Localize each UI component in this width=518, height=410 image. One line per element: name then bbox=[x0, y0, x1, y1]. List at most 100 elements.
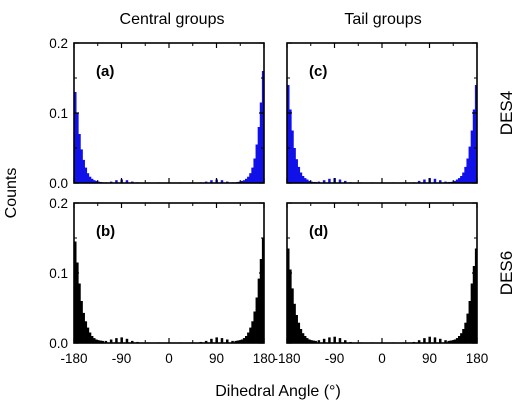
histogram-bar bbox=[462, 329, 465, 343]
histogram-bar bbox=[82, 312, 85, 343]
histogram-bar bbox=[245, 178, 248, 183]
y-tick-label: 0.2 bbox=[49, 196, 68, 211]
histogram-bar bbox=[104, 340, 108, 343]
histogram-bar bbox=[455, 338, 459, 343]
histogram-bar bbox=[226, 339, 229, 343]
histogram-bar bbox=[125, 180, 129, 183]
histogram-bar bbox=[439, 338, 442, 343]
histogram-bar bbox=[423, 338, 426, 343]
histogram-bar bbox=[338, 179, 342, 183]
histogram-bar bbox=[458, 178, 461, 183]
histogram-bar bbox=[466, 313, 469, 343]
histogram-bar bbox=[125, 338, 129, 343]
column-title-central: Central groups bbox=[120, 11, 225, 28]
histogram-bar bbox=[88, 176, 92, 183]
histogram-bar bbox=[261, 238, 265, 343]
histogram-bar bbox=[453, 180, 457, 183]
histogram-bar bbox=[255, 297, 259, 343]
histogram-bar bbox=[88, 332, 92, 343]
panel-d: -180 -90 0 90 180 (d) bbox=[273, 202, 488, 366]
histogram-bar bbox=[210, 338, 213, 343]
histogram-bar bbox=[297, 166, 301, 183]
histogram-bar bbox=[204, 340, 208, 343]
row-label-des6: DES6 bbox=[497, 251, 516, 295]
x-tick-label: 90 bbox=[422, 351, 437, 366]
histogram-bar bbox=[95, 339, 98, 343]
histogram-bar bbox=[308, 180, 311, 183]
histogram-bar bbox=[84, 167, 88, 183]
histogram-bar bbox=[458, 336, 461, 343]
column-title-tail: Tail groups bbox=[344, 11, 421, 28]
histogram-bar bbox=[308, 339, 311, 343]
histogram-bar bbox=[220, 338, 224, 343]
histogram-bar bbox=[80, 149, 83, 183]
histogram-bar bbox=[93, 180, 96, 183]
x-tick-label: 0 bbox=[165, 351, 173, 366]
histogram-bar bbox=[462, 172, 465, 183]
histogram-bar bbox=[464, 322, 467, 343]
histogram-bar bbox=[115, 338, 118, 343]
histogram-bar bbox=[303, 178, 307, 183]
histogram-bar bbox=[236, 340, 240, 343]
histogram-bar bbox=[247, 176, 250, 183]
histogram-bar bbox=[468, 301, 472, 343]
histogram-bar bbox=[90, 178, 94, 183]
panel-c: (c) bbox=[286, 42, 478, 184]
histogram-bar bbox=[249, 327, 252, 343]
histogram-bar bbox=[74, 92, 77, 183]
histogram-bar bbox=[240, 180, 244, 183]
x-tick-label: 180 bbox=[253, 351, 276, 366]
histogram-bar bbox=[344, 180, 347, 183]
histogram-bar bbox=[234, 340, 237, 343]
histogram-bar bbox=[306, 338, 309, 343]
histogram-bar bbox=[433, 337, 437, 343]
histogram-bar bbox=[78, 134, 81, 183]
histogram-bar bbox=[295, 315, 298, 343]
histogram-bar bbox=[291, 288, 294, 343]
histogram-bar bbox=[328, 337, 331, 343]
y-tick-label: 0.0 bbox=[49, 336, 68, 351]
histogram-bar bbox=[291, 130, 294, 183]
histogram-bar bbox=[109, 339, 113, 343]
histogram-bar bbox=[257, 127, 261, 183]
y-tick-label: 0.0 bbox=[49, 176, 68, 191]
histogram-bar bbox=[439, 180, 442, 183]
histogram-bar bbox=[95, 180, 98, 183]
histogram-bar bbox=[474, 85, 478, 183]
histogram-bar bbox=[464, 166, 467, 183]
histogram-bar bbox=[253, 311, 256, 343]
histogram-bar bbox=[99, 340, 102, 343]
panel-label: (c) bbox=[309, 63, 327, 80]
histogram-bar bbox=[101, 340, 104, 343]
x-tick-label: -90 bbox=[325, 351, 345, 366]
histogram-bar bbox=[82, 159, 85, 183]
histogram-bar bbox=[466, 158, 469, 183]
histogram-bar bbox=[468, 146, 472, 183]
histogram-bar bbox=[84, 321, 88, 343]
y-tick-label: 0.1 bbox=[49, 106, 68, 121]
histogram-bar bbox=[245, 336, 248, 343]
histogram-bar bbox=[310, 340, 313, 343]
histogram-bar bbox=[255, 144, 259, 183]
histogram-bar bbox=[472, 109, 476, 183]
histogram-bar bbox=[231, 340, 234, 343]
histogram-bar bbox=[289, 269, 292, 343]
panel-label: (a) bbox=[96, 63, 114, 80]
histogram-bar bbox=[115, 180, 118, 183]
x-tick-label: -90 bbox=[112, 351, 132, 366]
histogram-bar bbox=[261, 71, 265, 183]
histogram-bar bbox=[287, 85, 290, 183]
y-tick-label: 0.1 bbox=[49, 266, 68, 281]
histogram-bar bbox=[299, 329, 303, 343]
panel-a: 0.0 0.1 0.2 (a) bbox=[49, 36, 265, 191]
histogram-bar bbox=[293, 303, 296, 343]
histogram-bar bbox=[317, 340, 321, 343]
histogram-bar bbox=[322, 180, 326, 183]
histogram-bar bbox=[287, 248, 290, 343]
histogram-bar bbox=[259, 259, 263, 343]
row-label-des4: DES4 bbox=[497, 91, 516, 135]
histogram-bar bbox=[449, 340, 453, 343]
histogram-bar bbox=[295, 159, 298, 183]
x-axis-title: Dihedral Angle (°) bbox=[215, 383, 341, 400]
histogram-bar bbox=[76, 262, 79, 343]
